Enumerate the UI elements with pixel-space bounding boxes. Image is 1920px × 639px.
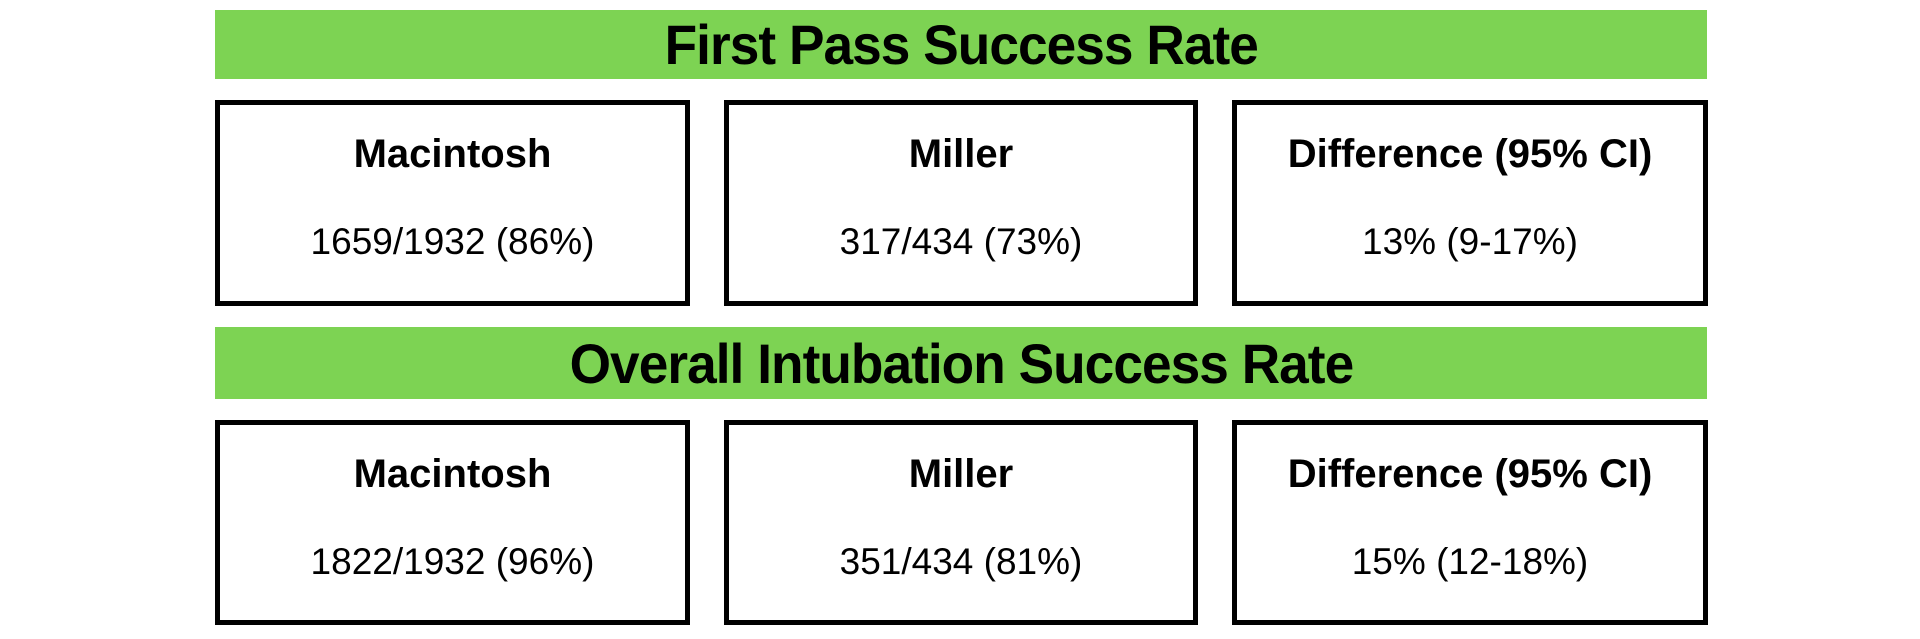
stat-box-value: 15% (12-18%) [1351,541,1589,582]
stat-box-macintosh: Macintosh 1822/1932 (96%) [215,420,690,625]
stat-box-difference: Difference (95% CI) 13% (9-17%) [1232,100,1708,306]
section-header-overall-intubation: Overall Intubation Success Rate [215,327,1707,399]
stat-box-value: 351/434 (81%) [839,541,1083,582]
stat-box-value: 1659/1932 (86%) [310,221,595,262]
stat-box-miller: Miller 351/434 (81%) [724,420,1198,625]
stat-box-macintosh: Macintosh 1659/1932 (86%) [215,100,690,306]
stat-box-label: Difference (95% CI) [1287,452,1653,496]
stat-box-label: Miller [908,132,1014,176]
section-title: First Pass Success Rate [664,13,1258,76]
stat-box-difference: Difference (95% CI) 15% (12-18%) [1232,420,1708,625]
stat-box-value: 13% (9-17%) [1362,221,1578,262]
stat-box-label: Macintosh [353,452,552,496]
section-title: Overall Intubation Success Rate [569,331,1354,395]
stat-box-value: 1822/1932 (96%) [310,541,595,582]
stat-box-label: Macintosh [353,132,552,176]
stat-box-label: Difference (95% CI) [1287,132,1653,176]
stat-box-miller: Miller 317/434 (73%) [724,100,1198,306]
stat-box-label: Miller [908,452,1014,496]
stat-box-value: 317/434 (73%) [839,221,1083,262]
section-header-first-pass: First Pass Success Rate [215,10,1707,79]
